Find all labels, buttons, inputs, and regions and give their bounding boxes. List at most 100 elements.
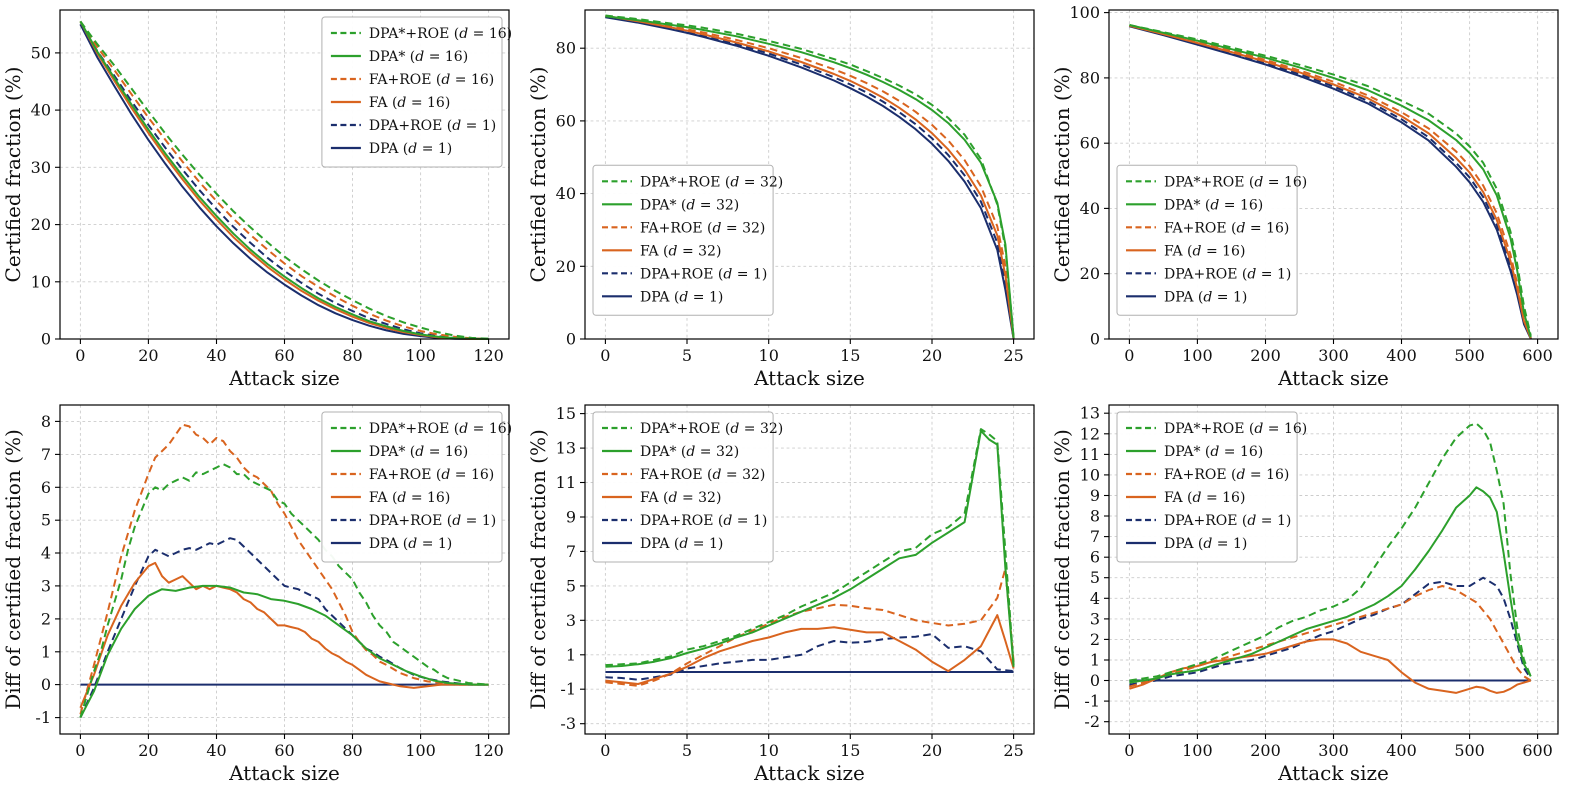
chart-svg-top-middle: 0 5 10 15 20 25 0 20 40 60 80 Attack size Certified …: [526, 9, 1035, 390]
legend-label-dpa-d-1: DPA (d = 1): [640, 536, 723, 552]
series-fa-roe-d-32: [604, 14, 1015, 338]
x-tick-label: 40: [206, 346, 226, 365]
x-tick-label: 400: [1386, 346, 1417, 365]
x-tick-label: 100: [405, 346, 436, 365]
y-tick-label: 4: [41, 544, 51, 563]
legend-box: [321, 411, 503, 563]
y-tick-label: 0: [41, 675, 51, 694]
series-dpa-d-1: [79, 23, 489, 340]
legend: DPA*+ROE (d = 16) DPA* (d = 16) FA+ROE (d …: [321, 16, 512, 168]
x-axis-label: Attack size: [753, 366, 865, 390]
x-tick-label: 15: [840, 346, 860, 365]
y-tick-label: 8: [41, 412, 51, 431]
series-dpastar-d-32: [604, 15, 1015, 338]
x-tick-label: 0: [75, 741, 85, 760]
y-tick-label: 5: [41, 511, 51, 530]
legend: DPA*+ROE (d = 32) DPA* (d = 32) FA+ROE (d …: [592, 411, 783, 563]
legend-label-dpa-roe-d-1: DPA+ROE (d = 1): [369, 513, 496, 529]
legend-label-dpastar-d-32: DPA* (d = 32): [640, 197, 739, 213]
x-tick-label: 600: [1523, 346, 1554, 365]
legend-label-dpastar-roe-d-16: DPA*+ROE (d = 16): [1164, 174, 1307, 190]
chart-top-left: 0 20 40 60 80 100 120 0 10 20 30 40 50 Attack size Cer…: [0, 0, 525, 395]
x-tick-label: 15: [840, 741, 860, 760]
series-dpa-d-1: [604, 16, 1015, 340]
x-tick-label: 20: [138, 346, 158, 365]
y-tick-label: 20: [1080, 264, 1100, 283]
y-axis-label: Certified fraction (%): [1, 67, 25, 283]
y-tick-label: 20: [31, 215, 51, 234]
legend-label-fa-d-16: FA (d = 16): [369, 490, 450, 506]
chart-svg-bottom-right: 0 100 200 300 400 500 600-2-101234567891011121…: [1050, 404, 1559, 785]
y-tick-label: 3: [1090, 609, 1100, 628]
legend-label-fa-roe-d-16: FA+ROE (d = 16): [1164, 220, 1289, 236]
legend: DPA*+ROE (d = 16) DPA* (d = 16) FA+ROE (d …: [1116, 411, 1307, 563]
y-tick-label: 2: [41, 609, 51, 628]
x-axis-label: Attack size: [228, 761, 340, 785]
y-tick-label: 80: [1080, 68, 1100, 87]
legend-label-dpa-d-1: DPA (d = 1): [369, 536, 452, 552]
x-tick-label: 200: [1250, 346, 1281, 365]
legend-label-dpastar-d-16: DPA* (d = 16): [1164, 444, 1263, 460]
series-fa-d-16: [1129, 24, 1532, 339]
legend: DPA*+ROE (d = 16) DPA* (d = 16) FA+ROE (d …: [1116, 164, 1307, 316]
y-tick-label: 40: [1080, 199, 1100, 218]
series-dpastar-roe-d-32: [604, 14, 1015, 338]
legend-box: [1116, 411, 1298, 563]
chart-bottom-right: 0 100 200 300 400 500 600 -2 -1 0 1 2 3 4 5 6 7 8 9 10 11 12 1…: [1049, 395, 1574, 790]
series-dpastar-roe-d-16: [79, 20, 489, 340]
series-dpastar-roe-d-32: [604, 428, 1015, 667]
x-tick-label: 40: [206, 741, 226, 760]
legend-label-fa-d-16: FA (d = 16): [1164, 490, 1245, 506]
series-dpastar-d-16: [79, 584, 489, 719]
x-axis-label: Attack size: [1277, 761, 1389, 785]
x-tick-label: 300: [1318, 346, 1349, 365]
series-dpa-roe-d-1: [79, 23, 489, 340]
y-tick-label: 13: [555, 439, 575, 458]
x-tick-label: 60: [274, 346, 294, 365]
legend-label-dpa-d-1: DPA (d = 1): [1164, 289, 1247, 305]
x-tick-label: 0: [1124, 741, 1134, 760]
y-tick-label: 11: [1080, 445, 1100, 464]
legend-label-dpastar-d-16: DPA* (d = 16): [1164, 197, 1263, 213]
legend-label-fa-d-16: FA (d = 16): [369, 95, 450, 111]
y-tick-label: 7: [41, 445, 51, 464]
legend-label-dpastar-roe-d-16: DPA*+ROE (d = 16): [369, 26, 512, 42]
series-dpa-roe-d-1: [1129, 576, 1532, 686]
x-tick-label: 25: [1003, 346, 1023, 365]
legend-label-dpa-d-1: DPA (d = 1): [1164, 536, 1247, 552]
x-tick-label: 120: [473, 346, 504, 365]
legend-box: [321, 16, 503, 168]
x-tick-label: 200: [1250, 741, 1281, 760]
x-tick-label: 0: [600, 346, 610, 365]
series-dpastar-roe-d-16: [79, 463, 489, 718]
y-tick-label: 9: [565, 508, 575, 527]
y-tick-label: 40: [555, 184, 575, 203]
legend-label-fa-roe-d-16: FA+ROE (d = 16): [369, 72, 494, 88]
series-fa-d-32: [604, 14, 1015, 339]
series-dpastar-d-16: [79, 20, 489, 340]
x-axis-label: Attack size: [1277, 366, 1389, 390]
y-axis-label: Diff of certified fraction (%): [1050, 429, 1074, 710]
y-tick-label: -2: [1085, 712, 1101, 731]
x-tick-label: 100: [1182, 741, 1213, 760]
legend-label-fa-d-32: FA (d = 32): [640, 490, 721, 506]
x-tick-label: 500: [1455, 346, 1486, 365]
y-tick-label: 80: [555, 39, 575, 58]
y-tick-label: 0: [41, 330, 51, 349]
series-dpastar-d-16: [1129, 24, 1532, 338]
legend-label-fa-d-16: FA (d = 16): [1164, 243, 1245, 259]
x-tick-label: 5: [682, 741, 692, 760]
x-tick-label: 0: [600, 741, 610, 760]
y-axis-label: Diff of certified fraction (%): [526, 429, 550, 710]
legend-label-dpa-roe-d-1: DPA+ROE (d = 1): [369, 118, 496, 134]
legend-label-dpa-d-1: DPA (d = 1): [369, 141, 452, 157]
chart-top-middle: 0 5 10 15 20 25 0 20 40 60 80 Attack size Certified …: [525, 0, 1050, 395]
y-tick-label: 100: [1070, 3, 1101, 22]
series-fa-roe-d-16: [79, 423, 489, 715]
legend-box: [592, 164, 774, 316]
y-tick-label: 13: [1080, 404, 1100, 423]
legend-label-dpastar-roe-d-16: DPA*+ROE (d = 16): [369, 421, 512, 437]
chart-bottom-middle: 0 5 10 15 20 25 -3 -1 1 3 5 7 9 11 13 15 Attack size Diff…: [525, 395, 1050, 790]
